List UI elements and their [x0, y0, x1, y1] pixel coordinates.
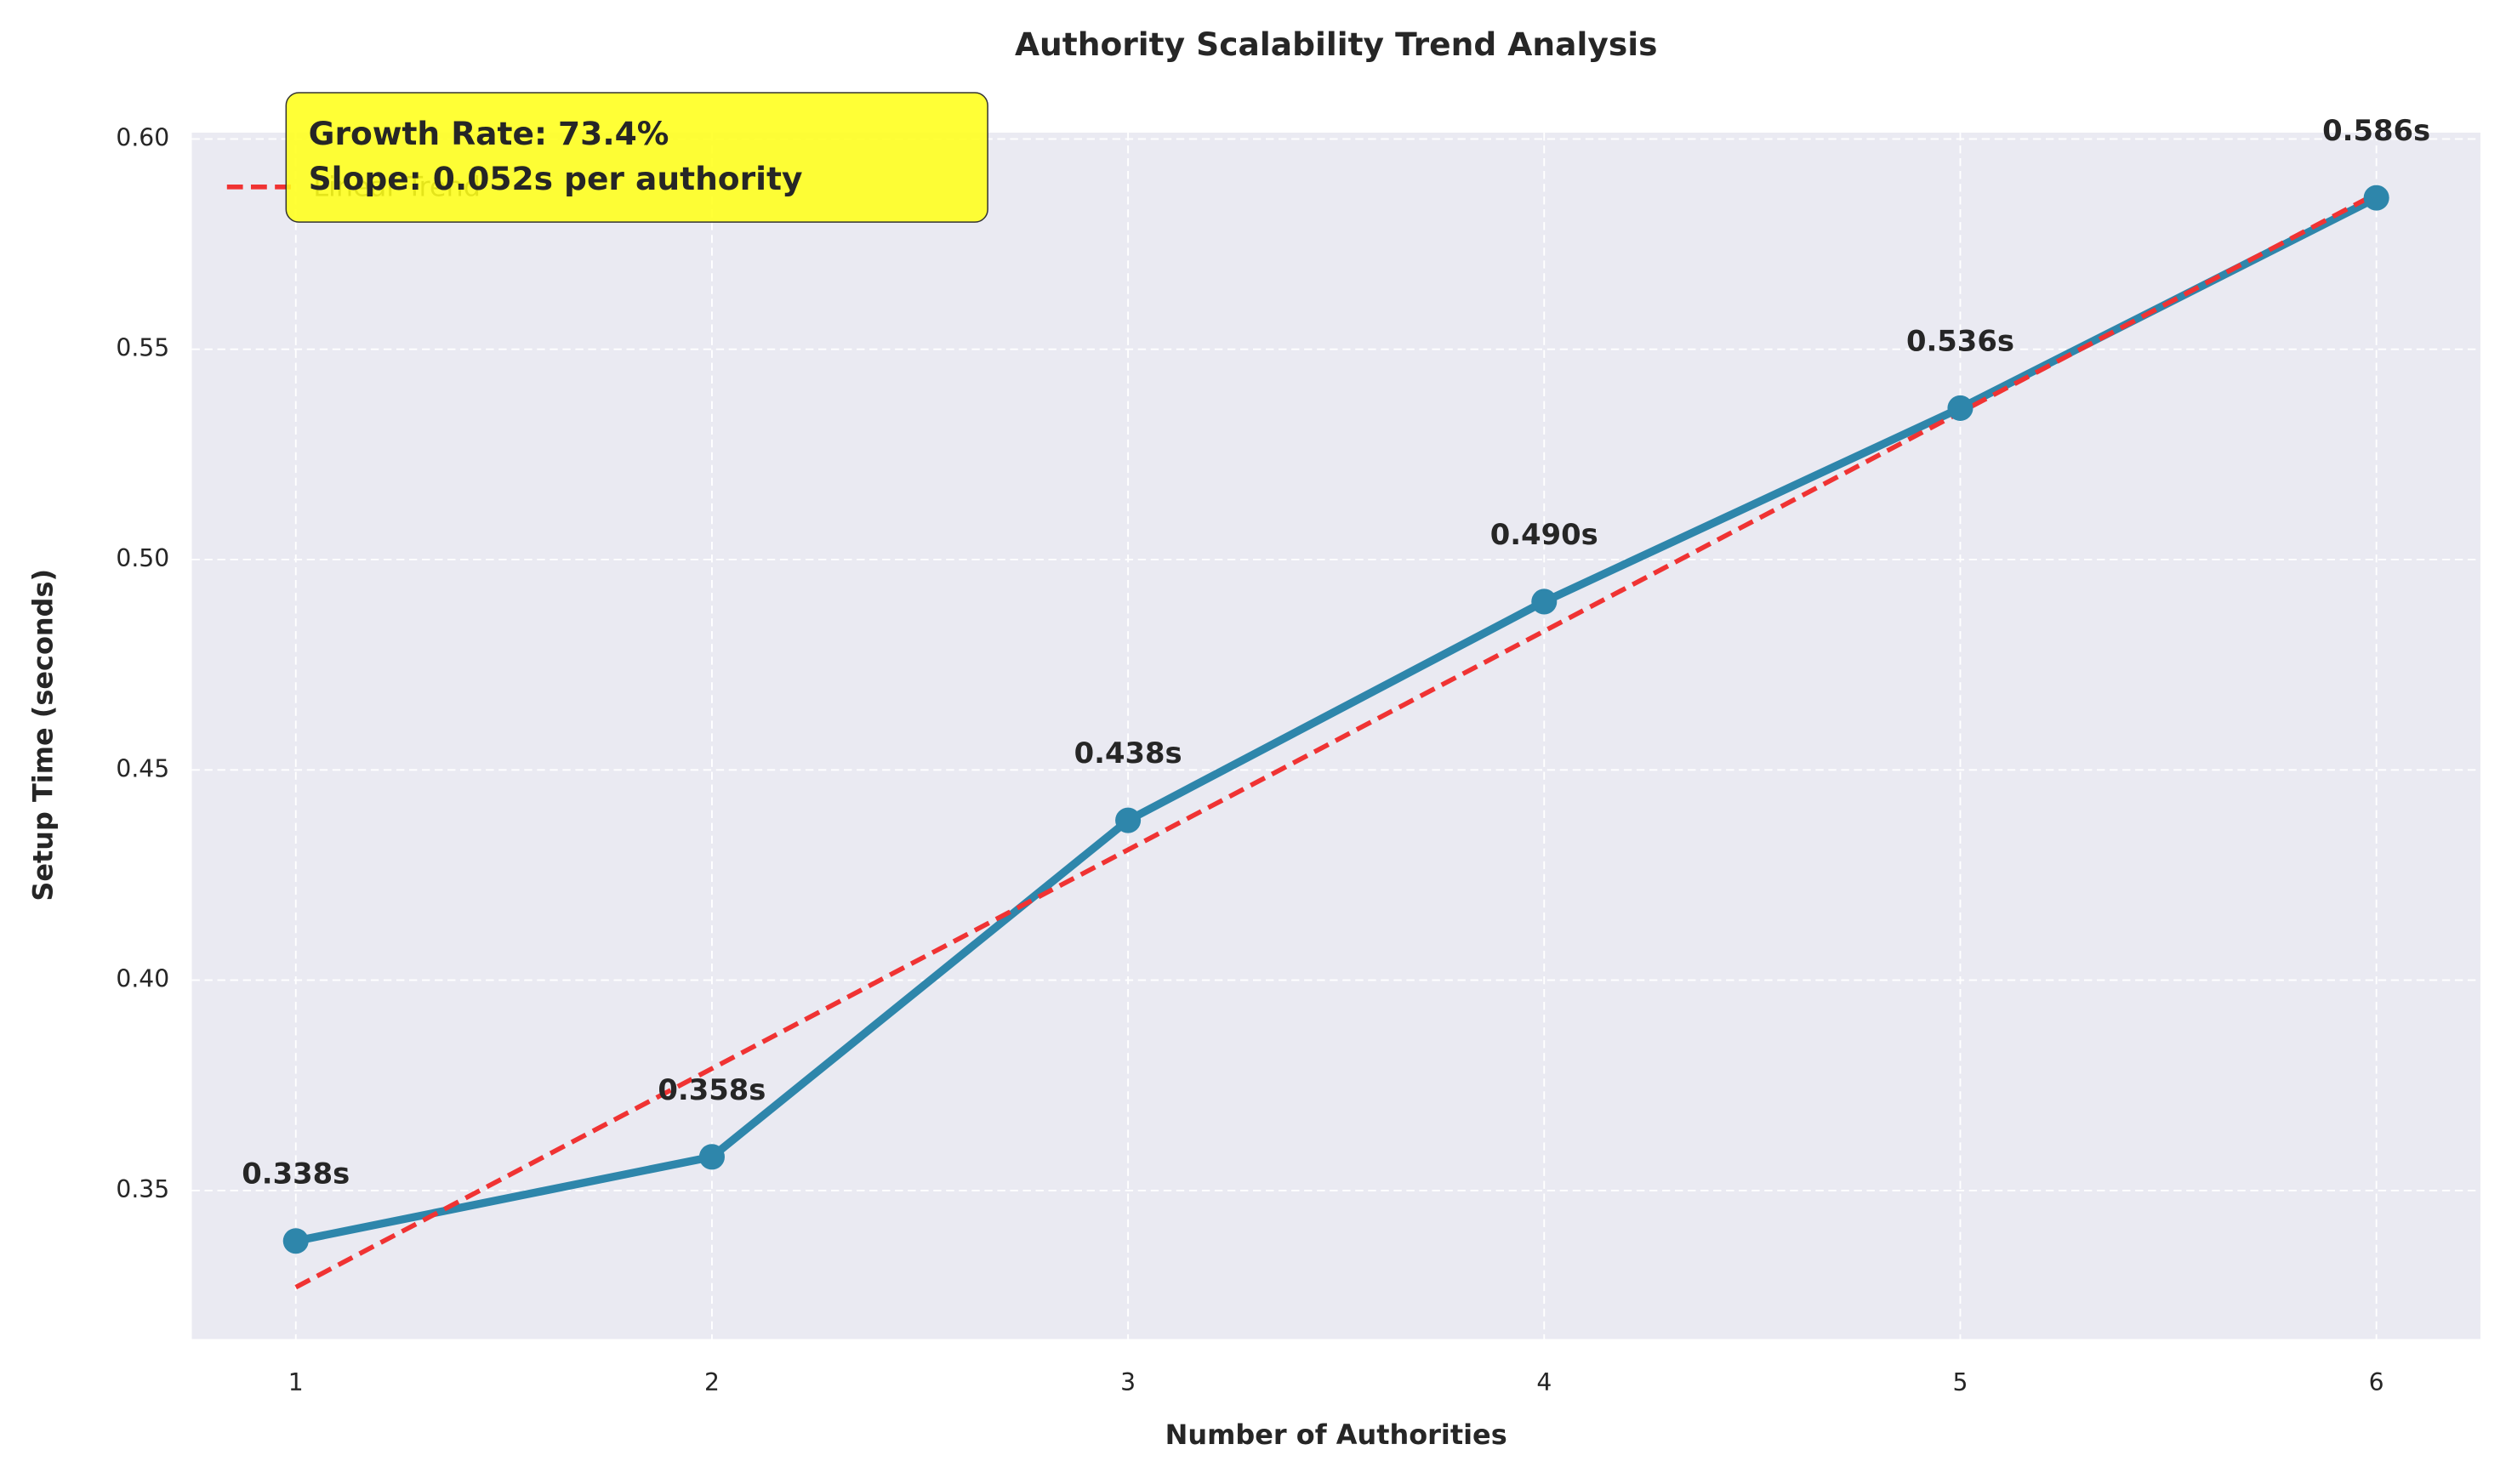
data-point [282, 1228, 309, 1254]
x-tick-label: 2 [704, 1368, 720, 1396]
annotation-box [285, 92, 988, 223]
annotation-text: Growth Rate: 73.4% [309, 115, 669, 152]
data-label: 0.358s [658, 1073, 766, 1106]
y-tick-label: 0.45 [116, 754, 169, 782]
y-tick-label: 0.50 [116, 544, 169, 572]
data-point [1531, 588, 1558, 615]
data-label: 0.338s [242, 1157, 350, 1191]
data-line [294, 194, 2378, 1245]
y-tick-label: 0.35 [116, 1175, 169, 1203]
x-tick-label: 6 [2369, 1368, 2384, 1396]
data-point [698, 1144, 725, 1170]
y-axis-label: Setup Time (seconds) [27, 569, 60, 901]
x-tick-label: 5 [1952, 1368, 1968, 1396]
data-label: 0.438s [1074, 736, 1182, 770]
data-label: 0.586s [2322, 114, 2430, 147]
x-tick-label: 3 [1120, 1368, 1136, 1396]
data-label: 0.536s [1906, 324, 2014, 357]
plot-area [191, 132, 2480, 1339]
annotation-text: Slope: 0.052s per authority [309, 160, 803, 197]
x-axis-label: Number of Authorities [1165, 1419, 1507, 1451]
x-tick-label: 1 [288, 1368, 304, 1396]
y-tick-label: 0.55 [116, 334, 169, 362]
data-label: 0.490s [1490, 518, 1598, 551]
chart-title: Authority Scalability Trend Analysis [1015, 26, 1657, 63]
data-point [2363, 185, 2389, 211]
y-tick-label: 0.40 [116, 965, 169, 993]
data-point [1947, 395, 1973, 421]
y-tick-label: 0.60 [116, 123, 169, 151]
x-tick-label: 4 [1536, 1368, 1552, 1396]
trend-line [294, 191, 2378, 1290]
data-point [1115, 807, 1142, 833]
